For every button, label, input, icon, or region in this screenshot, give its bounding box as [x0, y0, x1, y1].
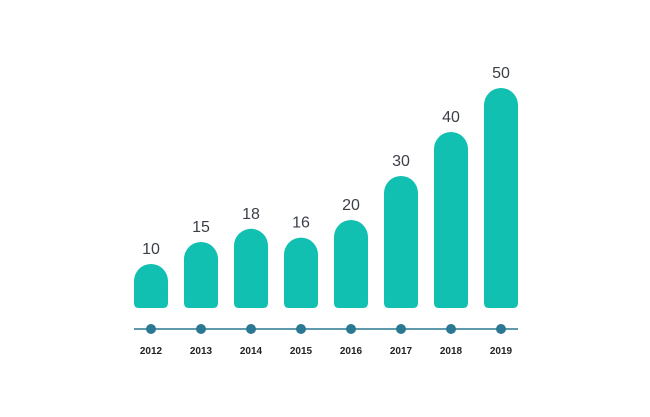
timeline-dot-2018 — [446, 324, 456, 334]
value-labels-layer: 10 15 18 16 20 30 40 50 — [142, 65, 510, 258]
bar-2018 — [434, 132, 468, 308]
bar-2014 — [234, 228, 268, 308]
year-label-2018: 2018 — [440, 346, 463, 357]
value-label-2012: 10 — [142, 241, 160, 258]
year-label-2013: 2013 — [190, 346, 213, 357]
timeline-dot-2019 — [496, 324, 506, 334]
timeline-dot-2014 — [246, 324, 256, 334]
year-label-2012: 2012 — [140, 346, 163, 357]
timeline-dot-2013 — [196, 324, 206, 334]
value-label-2013: 15 — [192, 219, 210, 236]
value-label-2019: 50 — [492, 65, 510, 82]
bars-layer — [134, 88, 518, 308]
bar-2012 — [134, 264, 168, 308]
timeline-dot-2016 — [346, 324, 356, 334]
timeline-dot-2012 — [146, 324, 156, 334]
year-labels-layer: 2012 2013 2014 2015 2016 2017 2018 2019 — [140, 346, 513, 357]
value-label-2015: 16 — [292, 215, 310, 232]
year-label-2014: 2014 — [240, 346, 263, 357]
value-label-2016: 20 — [342, 197, 360, 214]
value-label-2014: 18 — [242, 206, 260, 223]
bar-2015 — [284, 237, 318, 308]
bar-2013 — [184, 242, 218, 308]
year-label-2017: 2017 — [390, 346, 413, 357]
bar-2017 — [384, 176, 418, 308]
timeline-dot-2017 — [396, 324, 406, 334]
value-label-2018: 40 — [442, 109, 460, 126]
bar-2016 — [334, 220, 368, 308]
year-label-2015: 2015 — [290, 346, 313, 357]
year-label-2016: 2016 — [340, 346, 363, 357]
bar-2019 — [484, 88, 518, 308]
timeline-layer — [134, 324, 518, 334]
value-label-2017: 30 — [392, 153, 410, 170]
timeline-dot-2015 — [296, 324, 306, 334]
year-label-2019: 2019 — [490, 346, 513, 357]
